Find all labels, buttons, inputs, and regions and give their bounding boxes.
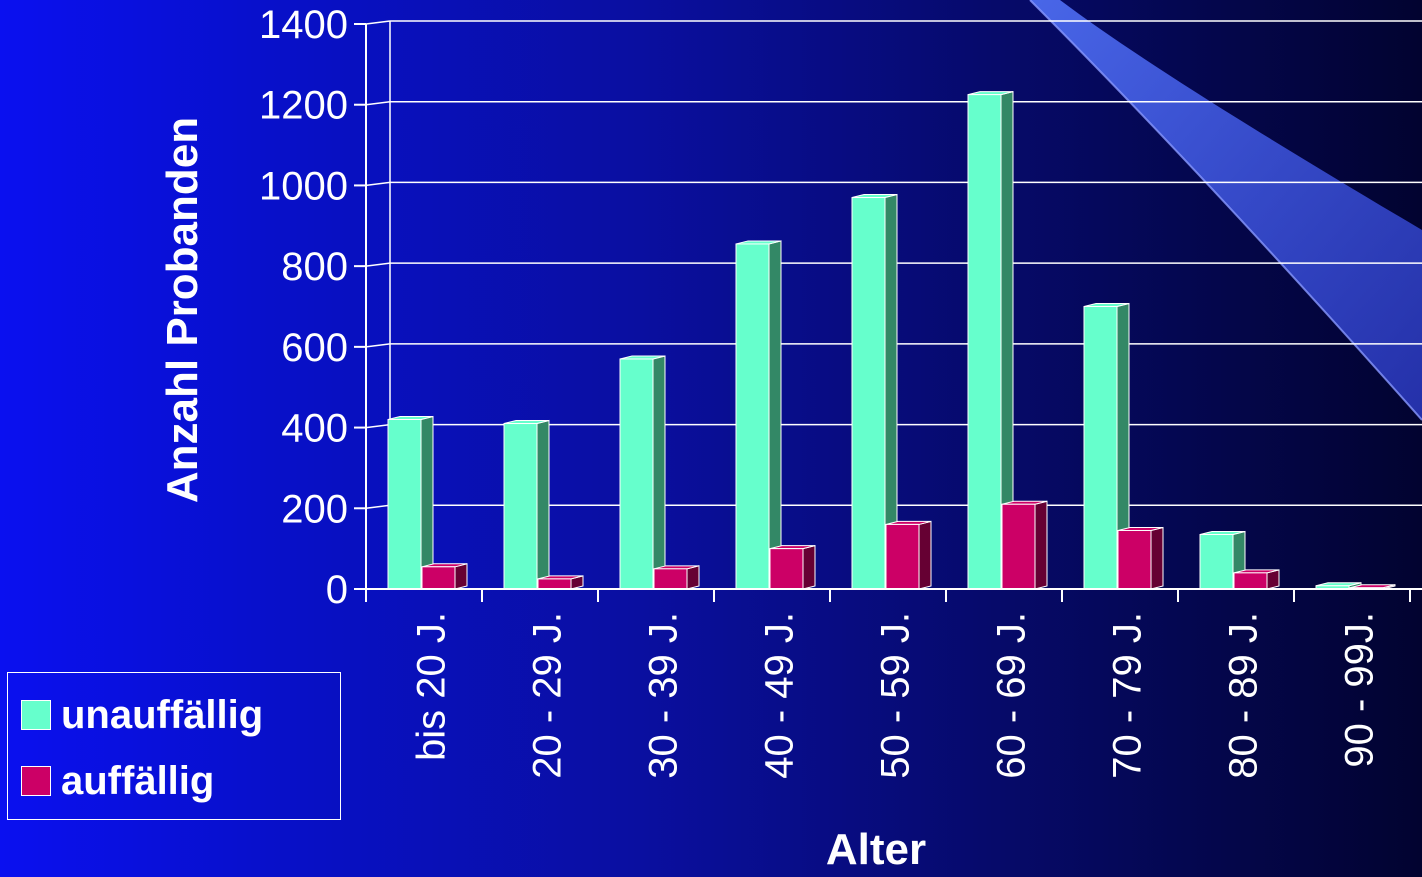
bar-front: [851, 197, 886, 590]
bar-front: [537, 578, 572, 590]
x-tick-label: 30 - 39 J.: [642, 612, 686, 779]
y-tick-labels: 0 200 400 600 800 1000 1200 1400: [259, 3, 348, 612]
bar-auffaellig-0: [421, 563, 468, 590]
bar-front: [769, 548, 804, 590]
bar-front: [1199, 534, 1234, 590]
bar-side: [686, 565, 700, 590]
x-tick-labels: bis 20 J. 20 - 29 J. 30 - 39 J. 40 - 49 J. 5…: [410, 612, 1382, 779]
y-tick-label: 0: [326, 568, 348, 612]
bar-front: [1117, 529, 1152, 590]
bar-front: [735, 243, 770, 590]
bar-unauffaellig-6: [1083, 302, 1130, 590]
legend-item-auffaellig: auffällig: [21, 761, 214, 801]
bar-side: [1034, 500, 1048, 590]
bar-unauffaellig-0: [387, 415, 434, 590]
gridline-depth: [365, 423, 391, 429]
bar-auffaellig-1: [537, 575, 584, 590]
legend: unauffällig auffällig: [7, 672, 341, 820]
gridline-depth: [365, 262, 391, 267]
x-tick-label: bis 20 J.: [410, 612, 454, 761]
bar-side: [420, 415, 434, 590]
bar-side: [652, 355, 666, 590]
bar-auffaellig-4: [885, 520, 932, 590]
x-tick-label: 70 - 79 J.: [1106, 612, 1150, 779]
bar-front: [885, 523, 920, 590]
legend-label: unauffällig: [61, 693, 264, 737]
bar-unauffaellig-3: [735, 240, 782, 590]
bar-auffaellig-2: [653, 565, 700, 590]
bar-unauffaellig-5: [967, 90, 1014, 590]
gridlines: [365, 20, 1422, 586]
gridline-depth: [365, 100, 391, 106]
x-tick-label: 40 - 49 J.: [758, 612, 802, 779]
bar-front: [503, 423, 538, 590]
y-tick-label: 1200: [259, 84, 348, 128]
bar-side: [1150, 526, 1164, 590]
bar-front: [1083, 306, 1118, 590]
bar-front: [619, 358, 654, 590]
y-axis-label: Anzahl Probanden: [158, 116, 207, 504]
x-tick-label: 60 - 69 J.: [990, 612, 1034, 779]
bar-side: [768, 240, 782, 590]
bar-auffaellig-5: [1001, 500, 1048, 590]
bar-front: [1233, 572, 1268, 590]
bar-front: [967, 94, 1002, 590]
bar-unauffaellig-2: [619, 355, 666, 590]
bar-side: [918, 520, 932, 590]
bar-unauffaellig-1: [503, 419, 550, 590]
bar-front: [421, 566, 456, 590]
y-tick-label: 1000: [259, 164, 348, 208]
gridline-depth: [365, 504, 391, 510]
bar-front: [653, 568, 688, 590]
y-tick-label: 200: [281, 487, 348, 531]
decorative-swoosh: [1029, 0, 1422, 421]
bar-front: [1001, 503, 1036, 590]
y-tick-label: 1400: [259, 3, 348, 47]
legend-label: auffällig: [61, 759, 215, 803]
x-axis-label: Alter: [825, 825, 927, 874]
bar-side: [536, 419, 550, 590]
legend-item-unauffaellig: unauffällig: [21, 695, 263, 735]
bar-unauffaellig-4: [851, 193, 898, 590]
gridline-depth: [365, 343, 391, 348]
y-tick-label: 800: [281, 245, 348, 289]
y-tick-label: 400: [281, 407, 348, 451]
bar-front: [387, 419, 422, 590]
y-tick-label: 600: [281, 326, 348, 370]
bar-auffaellig-7: [1233, 569, 1280, 590]
legend-swatch: [21, 700, 51, 730]
legend-swatch: [21, 766, 51, 796]
gridline-depth: [365, 20, 391, 25]
bars: [387, 90, 1396, 590]
axes: [354, 23, 1422, 602]
x-tick-label: 80 - 89 J.: [1222, 612, 1266, 779]
bar-side: [454, 563, 468, 590]
gridline-depth: [365, 181, 391, 187]
x-tick-label: 50 - 59 J.: [874, 612, 918, 779]
bar-side: [802, 545, 816, 590]
bar-auffaellig-6: [1117, 526, 1164, 590]
bar-auffaellig-3: [769, 545, 816, 590]
x-tick-label: 90 - 99J.: [1338, 612, 1382, 768]
x-tick-label: 20 - 29 J.: [526, 612, 570, 779]
